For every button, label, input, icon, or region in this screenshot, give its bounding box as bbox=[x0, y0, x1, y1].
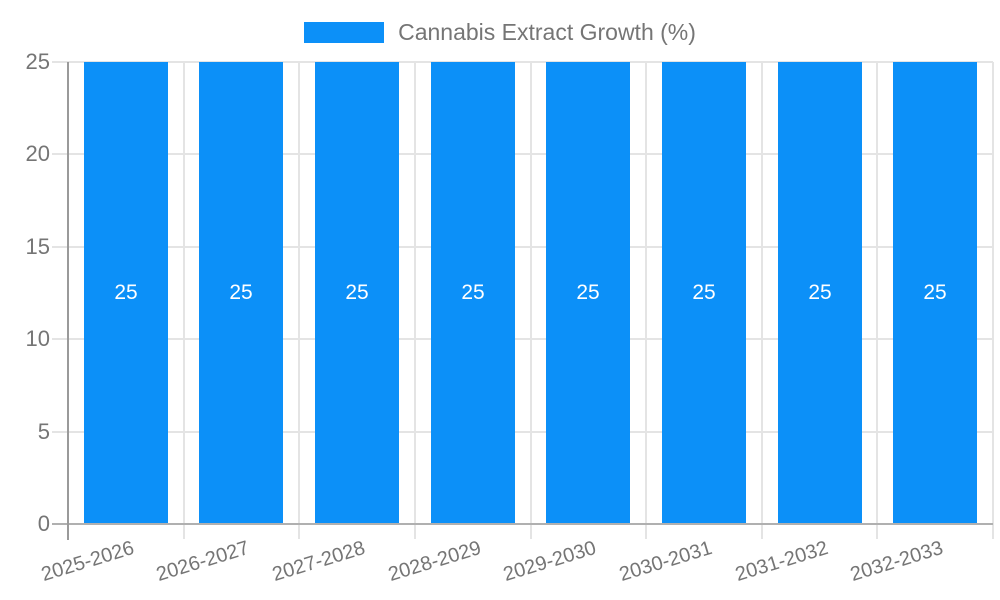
gridline-v bbox=[876, 62, 878, 539]
y-tick-label: 10 bbox=[25, 326, 50, 351]
gridline-h bbox=[52, 153, 993, 155]
y-tick-label: 20 bbox=[25, 141, 50, 166]
bar[interactable]: 25 bbox=[778, 62, 862, 524]
bar[interactable]: 25 bbox=[199, 62, 283, 524]
bar[interactable]: 25 bbox=[546, 62, 630, 524]
gridline-h bbox=[52, 338, 993, 340]
y-tick-label: 25 bbox=[25, 49, 50, 74]
bar-value-label: 25 bbox=[923, 281, 947, 304]
legend-swatch bbox=[304, 21, 385, 43]
y-tick-label: 15 bbox=[25, 234, 50, 259]
bar-value-label: 25 bbox=[692, 281, 716, 304]
bar[interactable]: 25 bbox=[84, 62, 168, 524]
bar[interactable]: 25 bbox=[662, 62, 746, 524]
y-tick-label: 5 bbox=[37, 419, 50, 444]
gridline-v bbox=[992, 62, 994, 539]
gridline-v bbox=[645, 62, 647, 539]
y-tick-label: 0 bbox=[37, 511, 50, 536]
gridline-h bbox=[52, 246, 993, 248]
bar-value-label: 25 bbox=[461, 281, 485, 304]
x-axis-baseline bbox=[52, 523, 993, 525]
bar-value-label: 25 bbox=[345, 281, 369, 304]
legend-title: Cannabis Extract Growth (%) bbox=[398, 18, 696, 45]
bar[interactable]: 25 bbox=[315, 62, 399, 524]
gridline-v bbox=[761, 62, 763, 539]
gridline-h bbox=[52, 431, 993, 433]
gridline-v bbox=[530, 62, 532, 539]
bar-value-label: 25 bbox=[229, 281, 253, 304]
bar[interactable]: 25 bbox=[431, 62, 515, 524]
bar[interactable]: 25 bbox=[893, 62, 977, 524]
chart-legend[interactable]: Cannabis Extract Growth (%) bbox=[0, 18, 1000, 46]
gridline-v bbox=[298, 62, 300, 539]
gridline-v bbox=[183, 62, 185, 539]
bar-value-label: 25 bbox=[576, 281, 600, 304]
gridline-h bbox=[52, 61, 993, 63]
bar-value-label: 25 bbox=[114, 281, 138, 304]
gridline-v bbox=[414, 62, 416, 539]
y-axis-line bbox=[67, 62, 69, 540]
bar-value-label: 25 bbox=[808, 281, 832, 304]
